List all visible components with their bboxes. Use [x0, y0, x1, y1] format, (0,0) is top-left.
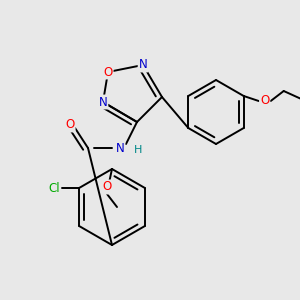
Text: O: O [65, 118, 75, 131]
Text: O: O [103, 65, 112, 79]
Text: N: N [99, 95, 107, 109]
Text: O: O [260, 94, 269, 107]
Text: N: N [139, 58, 147, 71]
Text: O: O [102, 181, 112, 194]
Text: N: N [116, 142, 124, 154]
Text: H: H [134, 145, 142, 155]
Text: Cl: Cl [48, 182, 60, 194]
